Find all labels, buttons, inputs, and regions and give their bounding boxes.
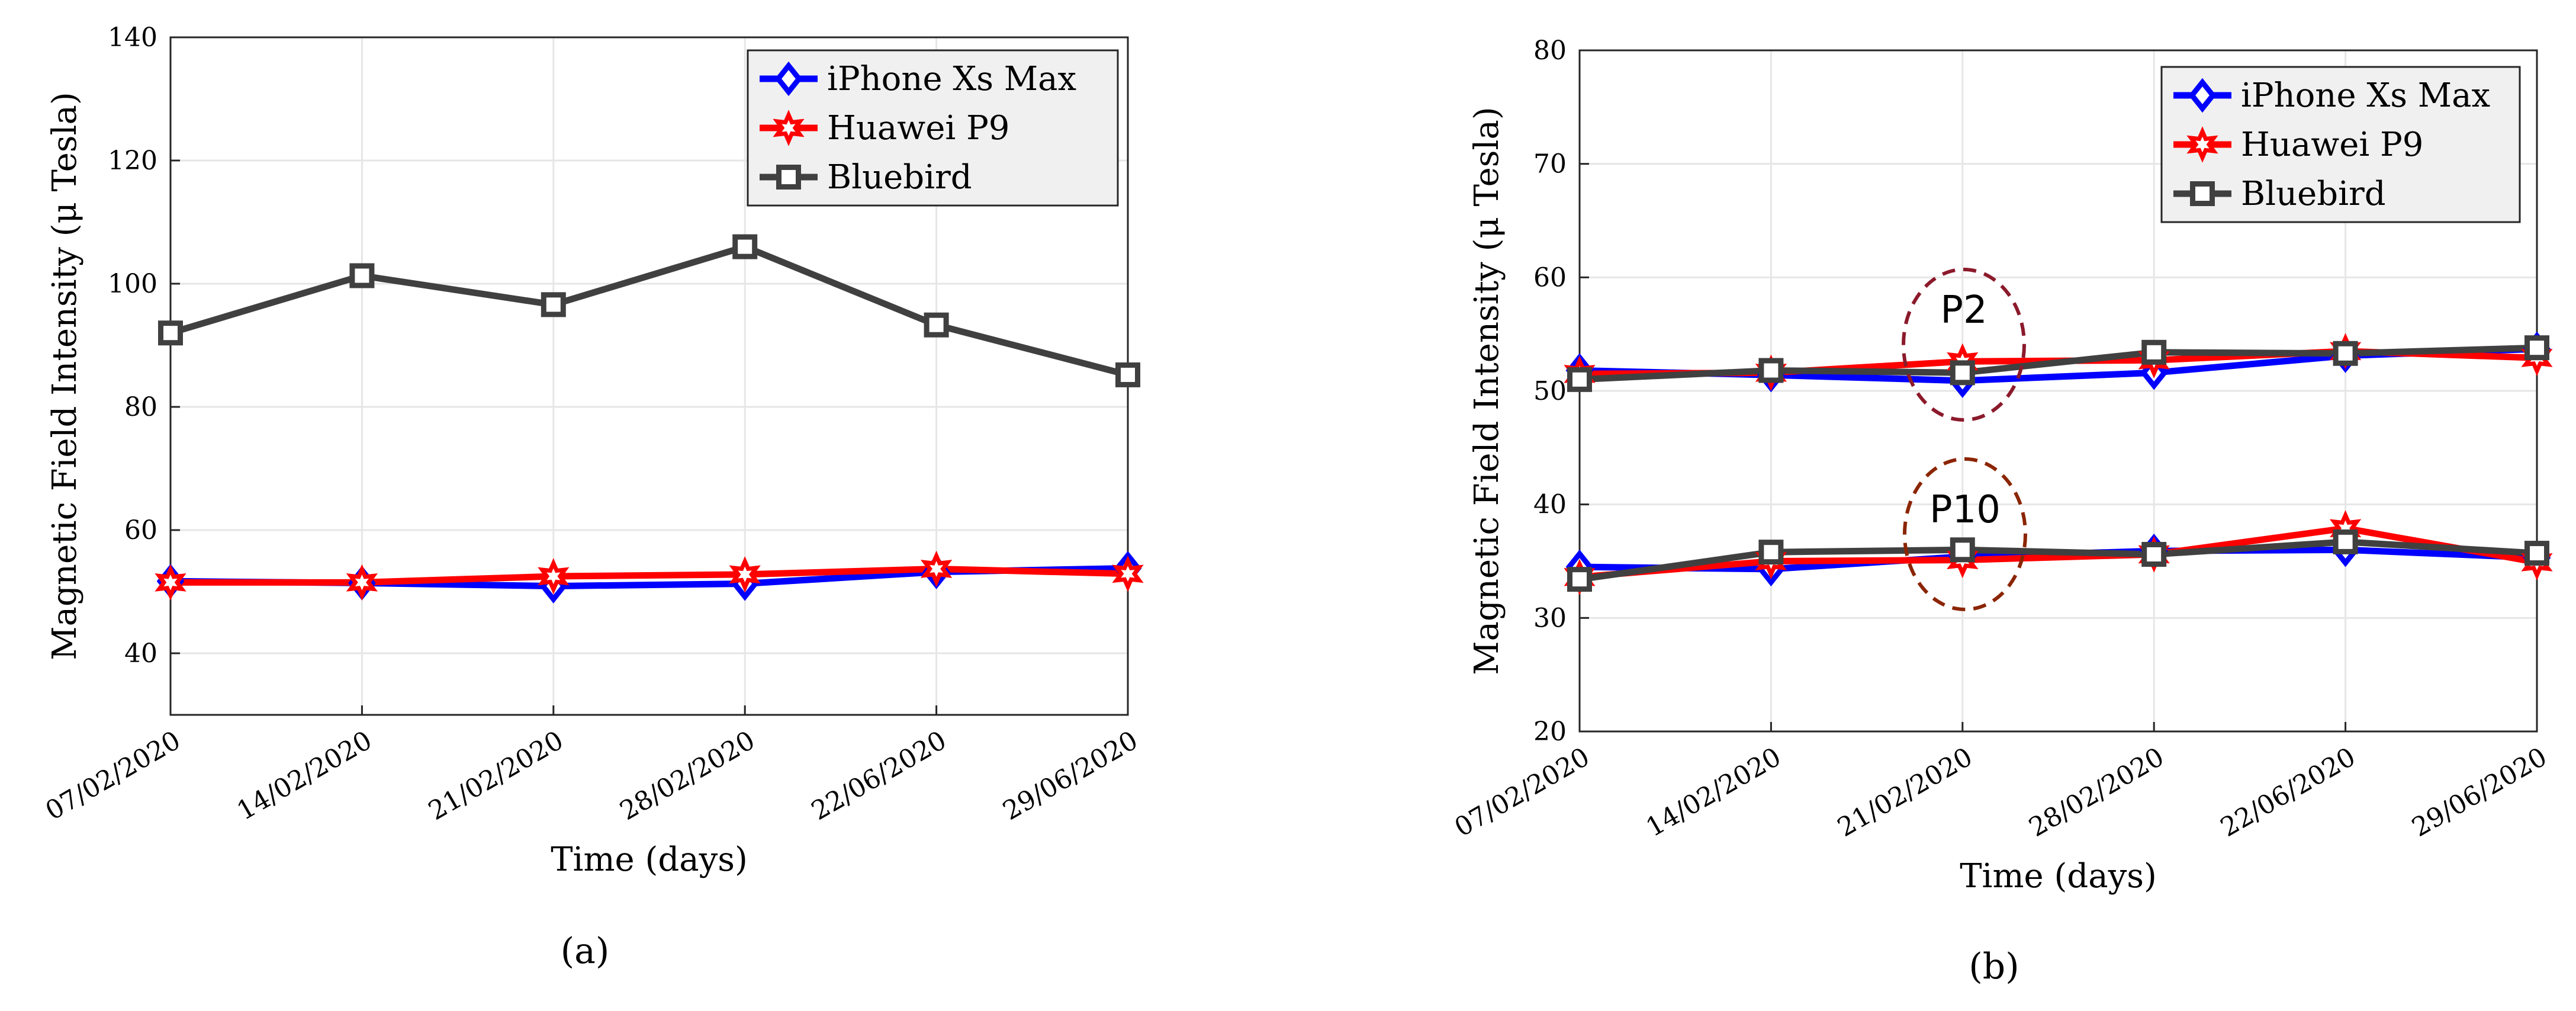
legend-label: iPhone Xs Max <box>2241 76 2490 115</box>
data-point-bluebird <box>349 263 375 288</box>
caption-a: (a) <box>561 930 610 972</box>
x-tick-label: 28/02/2020 <box>615 725 760 826</box>
legend-marker <box>776 165 801 190</box>
legend-marker <box>2186 126 2218 163</box>
data-point-bluebird <box>1758 358 1784 383</box>
x-tick-label: 07/02/2020 <box>1449 742 1594 843</box>
x-tick-label: 14/02/2020 <box>232 725 377 826</box>
y-tick-label: 70 <box>1533 149 1567 179</box>
x-tick-label: 07/02/2020 <box>40 725 185 826</box>
series-line-huawei-p9 <box>1579 525 2538 580</box>
y-tick-label: 20 <box>1533 717 1567 747</box>
series-line-bluebird <box>169 243 1129 378</box>
x-axis-label: Time (days) <box>551 840 748 879</box>
annotation-label-p10: P10 <box>1929 488 2001 532</box>
x-tick-label: 22/06/2020 <box>806 725 951 826</box>
data-point-huawei-p9 <box>920 550 953 588</box>
data-point-bluebird <box>158 320 183 346</box>
data-point-huawei-p9 <box>155 564 186 601</box>
data-point-bluebird <box>2141 339 2167 365</box>
data-point-bluebird <box>2333 341 2358 366</box>
legend-marker <box>2188 78 2217 113</box>
data-point-bluebird <box>1950 360 1975 386</box>
legend-marker <box>774 61 803 97</box>
legend-marker <box>2190 181 2215 206</box>
caption-b: (b) <box>1969 946 2019 987</box>
y-tick-label: 50 <box>1533 376 1567 406</box>
annotation-label-p2: P2 <box>1940 288 1987 332</box>
data-point-huawei-p9 <box>346 564 378 601</box>
annotation-ellipse-p10 <box>1903 457 2027 611</box>
x-tick-label: 14/02/2020 <box>1641 742 1786 843</box>
y-tick-label: 60 <box>124 515 157 545</box>
series-line-huawei-p9 <box>171 566 1128 586</box>
y-tick-label: 40 <box>1533 490 1567 520</box>
data-point-bluebird <box>1115 362 1140 387</box>
legend-label: Huawei P9 <box>827 109 1009 147</box>
data-point-huawei-p9 <box>538 558 570 595</box>
legend-label: iPhone Xs Max <box>827 60 1076 98</box>
y-axis-label: Magnetic Field Intensity (μ Tesla) <box>1468 107 1506 675</box>
annotation-ellipse-p2 <box>1902 268 2026 422</box>
x-tick-label: 29/06/2020 <box>2407 742 2552 843</box>
y-tick-label: 30 <box>1533 603 1567 633</box>
data-point-bluebird <box>1758 540 1784 565</box>
y-tick-label: 60 <box>1533 262 1567 293</box>
x-tick-label: 29/06/2020 <box>998 725 1143 826</box>
y-tick-label: 40 <box>124 638 157 669</box>
data-point-bluebird <box>1567 367 1592 392</box>
x-tick-label: 28/02/2020 <box>2024 742 2169 843</box>
x-tick-label: 21/02/2020 <box>423 725 568 826</box>
y-axis-label: Magnetic Field Intensity (μ Tesla) <box>46 92 84 660</box>
series-line-bluebird <box>1579 538 2538 583</box>
y-tick-label: 80 <box>124 392 157 422</box>
data-point-bluebird <box>2524 335 2549 361</box>
x-tick-label: 21/02/2020 <box>1832 742 1977 843</box>
data-point-bluebird <box>2524 541 2549 566</box>
data-point-bluebird <box>2333 529 2358 554</box>
data-point-bluebird <box>924 312 949 338</box>
data-point-huawei-p9 <box>1112 556 1144 592</box>
legend-label: Bluebird <box>2241 175 2386 213</box>
data-point-bluebird <box>541 292 566 317</box>
y-tick-label: 120 <box>108 146 157 176</box>
data-point-huawei-p9 <box>729 556 761 593</box>
y-tick-label: 140 <box>108 23 157 53</box>
chart-b: 20 30 40 50 60 70 80 07/02/2020 14/02/2020 21/02/… <box>1449 36 2553 896</box>
legend-marker <box>773 110 805 146</box>
chart-a: 40 60 80 100 120 140 07/02/2020 14/02/2020 21/02… <box>40 23 1144 879</box>
legend-label: Bluebird <box>827 158 972 197</box>
x-axis-label: Time (days) <box>1960 857 2157 896</box>
legend-label: Huawei P9 <box>2241 126 2423 164</box>
x-tick-label: 22/06/2020 <box>2215 742 2360 843</box>
y-tick-label: 80 <box>1533 36 1567 66</box>
data-point-bluebird <box>1567 567 1592 592</box>
y-tick-label: 100 <box>108 269 157 299</box>
series-line-bluebird <box>1579 344 2538 383</box>
data-point-bluebird <box>1950 537 1975 563</box>
data-point-bluebird <box>732 234 758 259</box>
data-point-bluebird <box>2141 542 2167 567</box>
